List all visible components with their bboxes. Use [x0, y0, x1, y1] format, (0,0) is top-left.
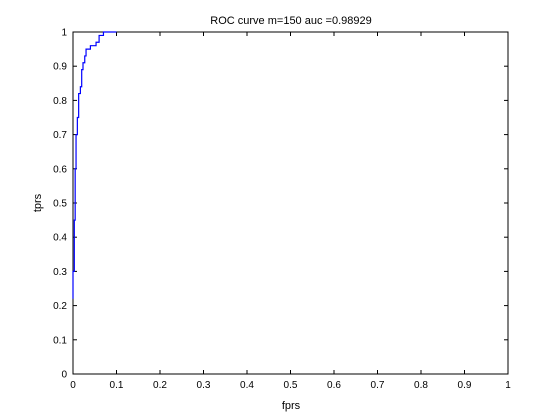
y-tick-label: 0.8	[53, 96, 67, 107]
x-tick-label: 0.4	[240, 380, 254, 391]
y-tick-label: 0.7	[53, 130, 67, 141]
axis-ticks	[72, 31, 509, 375]
y-tick-label: 0.9	[53, 62, 67, 73]
x-tick-label: 1	[505, 380, 511, 391]
y-tick-label: 1	[61, 28, 67, 39]
x-tick-label: 0.7	[371, 380, 385, 391]
y-tick-label: 0.3	[53, 267, 67, 278]
plot-area	[72, 31, 509, 375]
y-tick-label: 0.2	[53, 301, 67, 312]
x-tick-label: 0.2	[153, 380, 167, 391]
x-tick-label: 0.5	[284, 380, 298, 391]
x-tick-label: 0.8	[414, 380, 428, 391]
x-tick-label: 0.3	[197, 380, 211, 391]
x-axis-label: fprs	[282, 400, 301, 412]
y-tick-label: 0.1	[53, 335, 67, 346]
roc-curve-line	[72, 31, 117, 299]
x-tick-label: 0.1	[110, 380, 124, 391]
axis-tick-labels: 0 0.1 0.2 0.3 0.4 0.5 0.6 0.7 0.8 0.9 1 0 0.1 0.2 0.3 0…	[53, 28, 511, 392]
x-tick-label: 0	[70, 380, 76, 391]
x-tick-label: 0.6	[327, 380, 341, 391]
y-tick-label: 0.5	[53, 199, 67, 210]
y-tick-label: 0	[61, 370, 67, 381]
chart-title: ROC curve m=150 auc =0.98929	[210, 15, 371, 27]
y-axis-label: tprs	[32, 193, 44, 212]
y-tick-label: 0.4	[53, 233, 67, 244]
x-tick-label: 0.9	[458, 380, 472, 391]
y-tick-label: 0.6	[53, 164, 67, 175]
